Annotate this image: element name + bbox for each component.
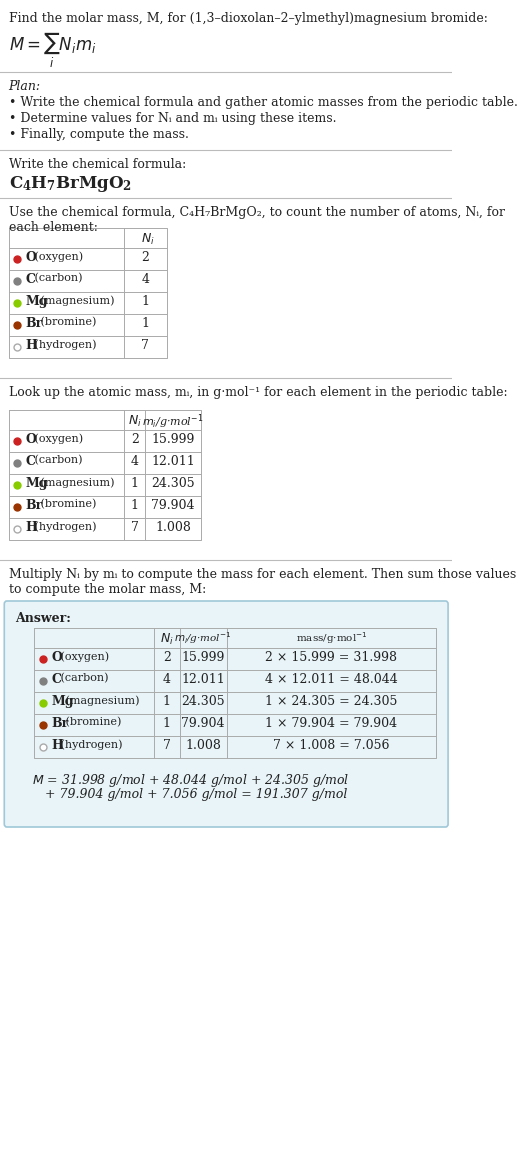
Text: (hydrogen): (hydrogen) [57,739,122,749]
Text: $m_i$/g·mol$^{-1}$: $m_i$/g·mol$^{-1}$ [142,413,204,431]
Text: $\mathregular{C_4H_7BrMgO_2}$: $\mathregular{C_4H_7BrMgO_2}$ [8,174,132,194]
Text: C: C [25,273,35,286]
Text: 24.305: 24.305 [181,695,225,708]
Text: 2: 2 [131,433,139,446]
Text: 2: 2 [141,251,149,264]
Text: H: H [51,739,63,752]
Text: 7: 7 [141,339,149,352]
Text: Mg: Mg [51,695,74,708]
Text: 15.999: 15.999 [181,651,225,664]
Text: O: O [25,433,37,446]
Text: 4 × 12.011 = 48.044: 4 × 12.011 = 48.044 [265,673,398,686]
Text: C: C [51,673,61,686]
Text: + 79.904 g/mol + 7.056 g/mol = 191.307 g/mol: + 79.904 g/mol + 7.056 g/mol = 191.307 g… [45,788,348,801]
Text: 1.008: 1.008 [155,521,191,535]
Text: (oxygen): (oxygen) [31,433,84,444]
Text: 4: 4 [131,456,139,468]
Text: Look up the atomic mass, mᵢ, in g·mol⁻¹ for each element in the periodic table:: Look up the atomic mass, mᵢ, in g·mol⁻¹ … [8,386,507,399]
Text: Answer:: Answer: [15,612,71,625]
Text: $N_i$: $N_i$ [160,632,174,647]
Text: 1 × 79.904 = 79.904: 1 × 79.904 = 79.904 [265,717,397,730]
Text: (bromine): (bromine) [37,317,96,328]
Text: Br: Br [51,717,69,730]
Text: 2: 2 [163,651,171,664]
Text: 1 × 24.305 = 24.305: 1 × 24.305 = 24.305 [265,695,397,708]
Text: Mg: Mg [25,295,48,308]
Text: Find the molar mass, M, for (1,3–dioxolan–2–ylmethyl)magnesium bromide:: Find the molar mass, M, for (1,3–dioxola… [8,12,487,26]
Text: 1: 1 [131,498,139,512]
Text: (magnesium): (magnesium) [62,695,140,705]
Text: Br: Br [25,498,43,512]
Text: $N_i$: $N_i$ [128,414,142,429]
Text: (magnesium): (magnesium) [37,295,114,306]
Text: • Finally, compute the mass.: • Finally, compute the mass. [8,128,188,141]
Text: O: O [51,651,62,664]
Text: $M = \sum_i N_i m_i$: $M = \sum_i N_i m_i$ [8,30,96,70]
Text: H: H [25,339,38,352]
Text: (hydrogen): (hydrogen) [31,521,97,531]
Text: Mg: Mg [25,476,48,490]
Text: (bromine): (bromine) [37,498,96,509]
Text: 4: 4 [163,673,171,686]
Text: Plan:: Plan: [8,80,41,93]
Text: 1: 1 [131,476,139,490]
Text: 7: 7 [131,521,139,535]
Text: (carbon): (carbon) [31,456,83,465]
Text: 1: 1 [141,317,149,330]
Text: 2 × 15.999 = 31.998: 2 × 15.999 = 31.998 [266,651,397,664]
Text: (oxygen): (oxygen) [31,251,84,261]
Text: $m_i$/g·mol$^{-1}$: $m_i$/g·mol$^{-1}$ [175,630,232,646]
Text: 1: 1 [163,717,171,730]
Text: 12.011: 12.011 [181,673,225,686]
Text: (magnesium): (magnesium) [37,476,114,488]
Text: 1: 1 [141,295,149,308]
Text: Multiply Nᵢ by mᵢ to compute the mass for each element. Then sum those values to: Multiply Nᵢ by mᵢ to compute the mass fo… [8,568,516,596]
Text: $M$ = 31.998 g/mol + 48.044 g/mol + 24.305 g/mol: $M$ = 31.998 g/mol + 48.044 g/mol + 24.3… [32,772,350,789]
Text: C: C [25,456,35,468]
Text: (carbon): (carbon) [31,273,83,284]
Text: Use the chemical formula, C₄H₇BrMgO₂, to count the number of atoms, Nᵢ, for each: Use the chemical formula, C₄H₇BrMgO₂, to… [8,206,505,234]
Text: 4: 4 [141,273,149,286]
Text: 12.011: 12.011 [151,456,195,468]
Text: Br: Br [25,317,43,330]
FancyBboxPatch shape [4,601,448,827]
Text: 15.999: 15.999 [151,433,195,446]
Text: 24.305: 24.305 [151,476,195,490]
Text: 7: 7 [163,739,171,752]
Text: • Determine values for Nᵢ and mᵢ using these items.: • Determine values for Nᵢ and mᵢ using t… [8,112,336,125]
Text: O: O [25,251,37,264]
Text: 79.904: 79.904 [151,498,195,512]
Text: 79.904: 79.904 [181,717,225,730]
Text: 1.008: 1.008 [185,739,221,752]
Text: (carbon): (carbon) [57,673,108,683]
Text: (bromine): (bromine) [62,717,122,727]
Text: mass/g·mol$^{-1}$: mass/g·mol$^{-1}$ [296,630,367,646]
Text: H: H [25,521,38,535]
Text: Write the chemical formula:: Write the chemical formula: [8,158,186,171]
Text: (oxygen): (oxygen) [57,651,109,661]
Text: $N_i$: $N_i$ [141,232,154,248]
Text: • Write the chemical formula and gather atomic masses from the periodic table.: • Write the chemical formula and gather … [8,96,517,109]
Text: 7 × 1.008 = 7.056: 7 × 1.008 = 7.056 [273,739,389,752]
Text: 1: 1 [163,695,171,708]
Text: (hydrogen): (hydrogen) [31,339,97,350]
